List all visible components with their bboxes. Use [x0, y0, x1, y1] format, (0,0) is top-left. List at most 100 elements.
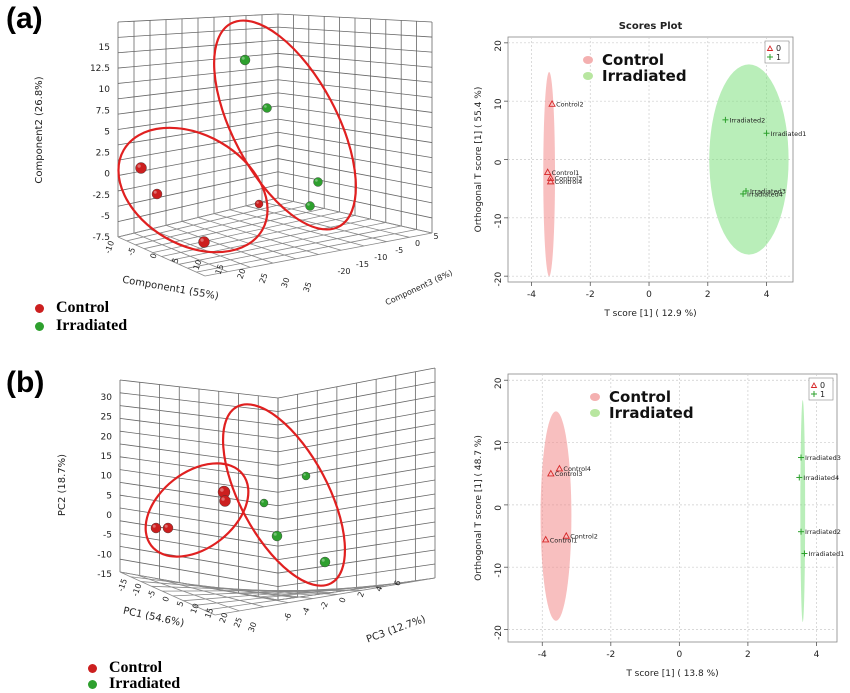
inset-irradiated-label: Irradiated — [602, 67, 687, 85]
sphere-highlight — [303, 473, 305, 475]
x-tick-label: 30 — [247, 621, 259, 634]
x-tick-label: 10 — [192, 259, 204, 272]
y-tick-label: 7.5 — [96, 106, 110, 116]
y-tick-label: 20 — [101, 432, 113, 442]
legend-b-irradiated: Irradiated — [88, 675, 180, 693]
grid-line — [135, 205, 308, 245]
irradiated-point — [240, 55, 250, 65]
point-label: Irradiated1 — [771, 130, 807, 138]
y-tick-label: 20 — [494, 377, 504, 389]
inset-irradiated-swatch — [583, 72, 593, 80]
z-tick-label: -10 — [374, 253, 387, 262]
y-tick-label: -2.5 — [92, 191, 110, 201]
irradiated-point — [260, 499, 268, 507]
sphere-highlight — [137, 164, 140, 167]
x-tick-label: 4 — [764, 290, 770, 300]
z-tick-label: -5 — [395, 246, 403, 255]
y-tick-label: -10 — [494, 563, 504, 578]
sphere-highlight — [307, 203, 310, 206]
legend-a-irradiated-label: Irradiated — [56, 317, 127, 335]
y-tick-label: 5 — [106, 491, 112, 501]
legend-b-irradiated-label: Irradiated — [109, 675, 180, 693]
control-point — [136, 163, 147, 174]
legend-a-irradiated: Irradiated — [35, 317, 127, 335]
irradiated-point — [272, 531, 282, 541]
point-label: Control2 — [556, 101, 584, 109]
x-tick-label: -4 — [527, 290, 536, 300]
floor-b — [120, 572, 435, 615]
z-tick-label: -6 — [282, 612, 293, 623]
y-tick-label: 10 — [101, 472, 113, 482]
sphere-highlight — [200, 238, 203, 241]
x-tick-label: 0 — [161, 595, 171, 603]
y-axis-label: Orthogonal T score [1] ( 48.7 %) — [474, 435, 484, 581]
control-point — [152, 189, 162, 199]
inset-control-swatch — [583, 56, 593, 64]
point-label: Irradiated4 — [803, 474, 839, 482]
sphere-highlight — [153, 525, 156, 528]
legend-entry-label: 1 — [776, 53, 781, 62]
y-tick-label: 15 — [101, 452, 112, 462]
legend-entry-label: 0 — [776, 44, 781, 53]
control-cluster-ellipse — [128, 444, 266, 575]
irradiated-dot-icon — [35, 322, 44, 331]
x-tick-label: 25 — [232, 616, 244, 629]
irradiated-point — [302, 472, 310, 480]
control-dot-icon — [35, 304, 44, 313]
irradiated-point — [306, 202, 315, 211]
sphere-highlight — [264, 105, 267, 108]
control-point — [199, 237, 210, 248]
sphere-highlight — [261, 500, 263, 502]
z-tick-label: 2 — [356, 591, 366, 599]
x-tick-label: 2 — [705, 290, 711, 300]
z-tick-label: 0 — [338, 596, 348, 604]
control-point — [163, 523, 173, 533]
sphere-highlight — [220, 488, 224, 492]
legend-entry-label: 1 — [820, 390, 825, 399]
irradiated-confidence-ellipse — [709, 64, 788, 254]
z-tick-label: -2 — [319, 601, 330, 612]
sphere-highlight — [274, 533, 277, 536]
z-axis-label: PC3 (12.7%) — [365, 614, 427, 646]
control-dot-icon — [88, 664, 97, 673]
y-tick-label: 30 — [101, 393, 113, 403]
z-tick-label: -4 — [300, 606, 311, 617]
x-tick-label: -2 — [606, 650, 615, 660]
irradiated-point — [263, 104, 272, 113]
y-tick-label: -5 — [103, 531, 112, 541]
irradiated-dot-icon — [88, 680, 97, 689]
x-tick-label: 15 — [214, 263, 226, 276]
point-label: Control4 — [555, 178, 583, 186]
y-tick-label: -20 — [494, 625, 504, 640]
y-tick-label: 10 — [494, 98, 504, 110]
point-label: Control3 — [555, 470, 583, 478]
y-tick-label: -20 — [494, 272, 504, 287]
back-left-wall-b — [120, 380, 278, 600]
x-tick-label: -10 — [131, 582, 144, 597]
sphere-highlight — [221, 497, 224, 500]
x-tick-label: 20 — [218, 611, 230, 624]
y-axis-label: Orthogonal T score [1] ( 55.4 %) — [474, 87, 484, 233]
grid-line — [144, 209, 324, 249]
x-tick-label: 4 — [814, 650, 820, 660]
sphere-highlight — [165, 525, 168, 528]
x-tick-label: -4 — [538, 650, 547, 660]
y-tick-label: -10 — [494, 213, 504, 228]
x-tick-label: 0 — [676, 650, 682, 660]
point-label: Irradiated3 — [805, 454, 841, 462]
x-tick-label: -5 — [126, 246, 137, 257]
y-tick-label: -10 — [97, 550, 112, 560]
z-tick-label: 5 — [433, 232, 438, 241]
irradiated-confidence-ellipse — [800, 400, 805, 622]
point-label: Control1 — [550, 536, 578, 544]
x-axis-label: PC1 (54.6%) — [122, 606, 185, 630]
y-tick-label: 2.5 — [96, 149, 110, 159]
y-tick-label: -15 — [97, 570, 112, 580]
z-tick-label: -20 — [337, 267, 350, 276]
control-confidence-ellipse — [541, 411, 572, 620]
back-right-wall-b — [278, 368, 435, 600]
point-label: Irradiated4 — [747, 190, 783, 198]
y-tick-label: 12.5 — [90, 64, 110, 74]
x-tick-label: 0 — [646, 290, 652, 300]
